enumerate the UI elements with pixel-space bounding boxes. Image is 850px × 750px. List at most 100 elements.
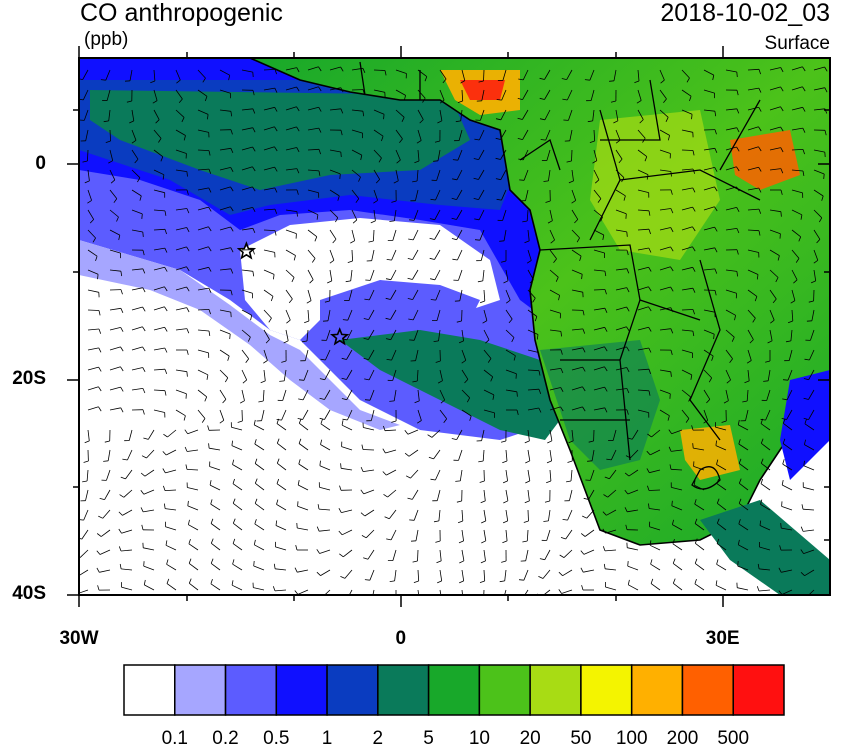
wind-barb-flag (164, 266, 168, 272)
wind-barb (109, 366, 121, 371)
wind-barb (351, 67, 363, 71)
wind-barb-flag (188, 558, 192, 564)
wind-barb-flag (339, 485, 342, 491)
wind-barb-flag (500, 260, 507, 263)
wind-barb-flag (714, 167, 718, 172)
wind-barb (329, 209, 339, 218)
wind-barb-flag (604, 386, 608, 392)
wind-barb-flag (778, 567, 782, 573)
wind-barb-flag (457, 520, 463, 524)
wind-barb (307, 269, 314, 280)
wind-barb (628, 469, 639, 477)
wind-barb-flag (142, 367, 146, 372)
wind-barb-flag (362, 111, 365, 117)
wind-barb (241, 389, 245, 401)
wind-barb (725, 228, 737, 231)
wind-barb-flag (670, 307, 674, 313)
wind-barb-flag (624, 507, 628, 512)
wind-barb-flag (143, 579, 146, 585)
wind-barb (659, 169, 671, 172)
wind-barb (769, 67, 781, 71)
colorbar-swatch (630, 664, 684, 716)
wind-barb (318, 508, 331, 511)
wind-barb-flag (296, 67, 300, 73)
wind-barb (693, 466, 705, 471)
wind-barb-flag (672, 519, 674, 525)
wind-barb (505, 309, 513, 320)
wind-barb (681, 329, 693, 332)
wind-barb-flag (499, 240, 505, 242)
wind-barb-flag (456, 320, 462, 323)
wind-barb-flag (667, 415, 670, 421)
wind-barb (417, 549, 419, 562)
wind-barb (791, 66, 803, 71)
wind-barb (413, 509, 419, 521)
wind-barb-flag (460, 80, 466, 84)
wind-barb (392, 549, 397, 561)
wind-barb (650, 449, 661, 456)
wind-barb-flag (644, 156, 648, 162)
wind-barb (87, 366, 99, 371)
wind-barb-flag (529, 279, 534, 284)
wind-barb-flag (306, 300, 312, 304)
wind-barb-flag (385, 297, 391, 300)
wind-barb-flag (503, 280, 509, 284)
wind-barb (153, 286, 165, 291)
wind-barb-flag (414, 160, 420, 164)
wind-barb (739, 482, 749, 491)
lon-label: 30E (705, 628, 740, 649)
wind-barb (232, 502, 243, 511)
wind-barb-flag (499, 580, 505, 583)
wind-barb (253, 565, 265, 571)
wind-barb-flag (254, 478, 258, 484)
wind-barb-flag (823, 173, 825, 180)
wind-barb-flag (230, 111, 233, 117)
wind-barb-flag (361, 535, 367, 539)
wind-barb (298, 484, 309, 491)
coastal-green-band (340, 330, 560, 440)
wind-barb-flag (646, 174, 649, 180)
wind-barb (99, 569, 111, 573)
wind-barbs (79, 66, 828, 595)
wind-barb-flag (518, 78, 524, 81)
wind-barb-flag (480, 560, 486, 564)
wind-barb-flag (669, 464, 672, 470)
wind-barb (715, 426, 727, 431)
wind-barb (791, 106, 803, 111)
wind-barb (147, 429, 155, 440)
wind-barb (87, 269, 99, 275)
wind-barb (109, 386, 121, 391)
wind-barb-flag (479, 480, 485, 483)
wind-barb-flag (164, 347, 168, 353)
wind-barb-flag (686, 77, 690, 83)
wind-barb (725, 127, 737, 131)
wind-barb (606, 509, 617, 516)
colorbar-label: 500 (717, 728, 750, 749)
wind-barb (439, 569, 443, 581)
wind-barb-flag (252, 207, 256, 212)
wind-barb (219, 247, 231, 251)
wind-barb-flag (576, 237, 580, 243)
wind-barb-flag (439, 99, 445, 104)
wind-barb-flag (113, 198, 118, 203)
wind-barb (109, 169, 116, 181)
wind-barb (659, 109, 669, 118)
wind-barb (500, 149, 507, 160)
wind-barb-flag (714, 111, 717, 117)
wind-barb-flag (716, 518, 720, 524)
wind-barb-flag (711, 355, 714, 361)
wind-barb-flag (318, 127, 322, 133)
wind-barb-flag (164, 390, 167, 396)
wind-barb-flag (96, 533, 102, 537)
wind-barb (522, 129, 529, 140)
wind-barb (263, 329, 270, 340)
wind-barb (373, 149, 382, 159)
wind-barb (586, 509, 595, 519)
wind-barb (483, 569, 486, 582)
wind-barb (456, 429, 463, 440)
wind-barb (543, 589, 551, 595)
wind-barb-flag (274, 187, 278, 193)
wind-barb-flag (648, 326, 652, 332)
wind-barb (390, 329, 397, 340)
